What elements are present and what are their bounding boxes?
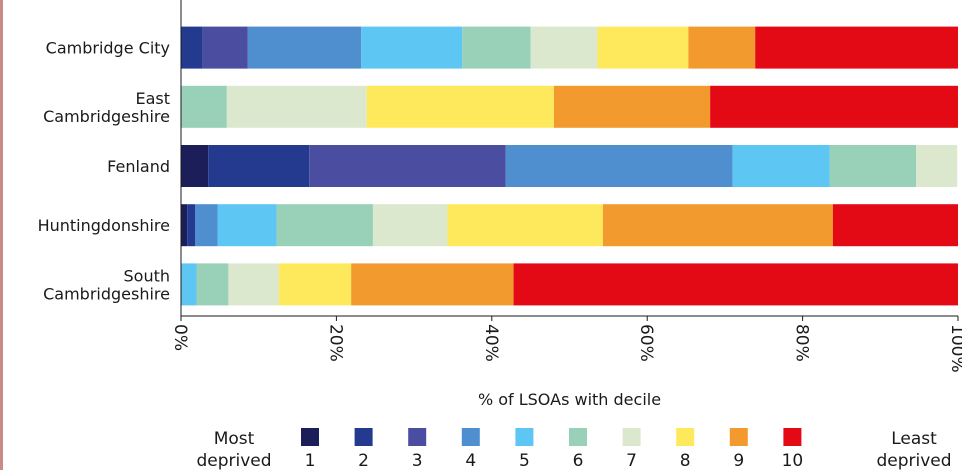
legend-label-10: 10: [782, 451, 804, 470]
bar-segment-2-0: [181, 145, 209, 187]
legend-least-deprived-line: Least: [891, 429, 937, 449]
legend-swatch-2: [354, 428, 373, 446]
x-tick-label: 20%: [325, 324, 345, 362]
legend-most-deprived-line: Most: [214, 429, 255, 449]
category-label-1: East Cambridgeshire: [43, 89, 170, 126]
legend: 1 2 3 4 5 6 7 8 9 10 Most deprived Least deprived: [196, 428, 952, 470]
legend-swatch-10: [783, 428, 802, 446]
bar-segment-4-4: [181, 263, 197, 306]
legend-label-8: 8: [680, 451, 691, 470]
bar-segment-0-1: [181, 26, 203, 69]
legend-swatch-3: [408, 428, 427, 446]
bar-segment-3-0: [181, 204, 188, 247]
bar-segment-0-3: [247, 26, 362, 69]
bar-segment-3-9: [832, 204, 958, 247]
legend-label-7: 7: [626, 451, 637, 470]
legend-swatch-4: [461, 428, 480, 446]
bar-segment-3-1: [187, 204, 195, 247]
legend-most-deprived: Most deprived: [196, 429, 271, 470]
bar-segment-2-1: [208, 145, 310, 187]
bar-segment-1-8: [553, 85, 711, 128]
bar-segment-0-5: [462, 26, 531, 69]
bar-segment-2-2: [309, 145, 506, 187]
bar-segment-3-4: [217, 204, 277, 247]
category-label-0: Cambridge City: [46, 39, 170, 58]
category-label-line: Cambridgeshire: [43, 284, 170, 303]
category-label-2: Fenland: [107, 157, 170, 176]
bar-segment-3-5: [276, 204, 373, 247]
bar-segment-2-6: [916, 145, 958, 187]
x-tick-label: 60%: [636, 324, 656, 362]
category-label-line: Cambridge City: [46, 39, 170, 58]
bar-segment-3-7: [447, 204, 603, 247]
bar-segment-0-8: [688, 26, 756, 69]
x-tick-label: 100%: [947, 324, 962, 373]
x-tick-label: 40%: [481, 324, 501, 362]
legend-label-2: 2: [358, 451, 369, 470]
legend-label-3: 3: [412, 451, 423, 470]
x-tick-label: 80%: [792, 324, 812, 362]
bar-segment-2-5: [829, 145, 917, 187]
legend-swatch-6: [569, 428, 587, 446]
category-label-line: East: [135, 89, 170, 108]
category-label-3: Huntingdonshire: [38, 216, 170, 235]
x-axis: 0% 20% 40% 60% 80% 100%: [170, 0, 962, 373]
bar-segment-3-6: [372, 204, 448, 247]
bar-segment-3-8: [602, 204, 833, 247]
bar-segment-2-3: [505, 145, 733, 187]
bar-segment-3-3: [194, 204, 218, 247]
category-label-line: South: [124, 266, 171, 285]
legend-label-9: 9: [733, 451, 744, 470]
legend-label-4: 4: [465, 451, 476, 470]
bar-segment-1-7: [366, 85, 554, 128]
bar-segment-0-9: [755, 26, 958, 69]
bar-segment-1-5: [181, 85, 227, 128]
category-label-line: Cambridgeshire: [43, 107, 170, 126]
legend-label-5: 5: [519, 451, 530, 470]
legend-swatch-9: [729, 428, 748, 446]
bar-segment-0-4: [361, 26, 463, 69]
bar-segment-2-4: [732, 145, 830, 187]
bar-segment-0-7: [597, 26, 689, 69]
frame-border: [0, 0, 3, 470]
category-label-4: South Cambridgeshire: [43, 266, 170, 303]
legend-swatch-1: [301, 428, 319, 446]
legend-swatch-5: [515, 428, 534, 446]
x-tick-label: 0%: [170, 324, 190, 351]
legend-label-1: 1: [305, 451, 316, 470]
legend-least-deprived-line: deprived: [876, 451, 951, 470]
bar-segment-4-7: [278, 263, 352, 306]
bar-segment-0-2: [202, 26, 248, 69]
legend-swatch-8: [676, 428, 695, 446]
legend-swatch-7: [622, 428, 641, 446]
legend-most-deprived-line: deprived: [196, 451, 271, 470]
legend-least-deprived: Least deprived: [876, 429, 951, 470]
bar-segment-4-5: [196, 263, 229, 306]
bar-segment-4-9: [513, 263, 958, 306]
bar-segment-4-6: [228, 263, 279, 306]
bar-segment-1-9: [710, 85, 958, 128]
category-label-line: Huntingdonshire: [38, 216, 170, 235]
bar-segment-1-6: [226, 85, 367, 128]
legend-label-6: 6: [573, 451, 584, 470]
category-label-line: Fenland: [107, 157, 170, 176]
bar-segment-0-6: [530, 26, 598, 69]
bar-segment-4-8: [351, 263, 514, 306]
x-axis-title: % of LSOAs with decile: [478, 390, 661, 409]
bars-group: [181, 26, 958, 306]
